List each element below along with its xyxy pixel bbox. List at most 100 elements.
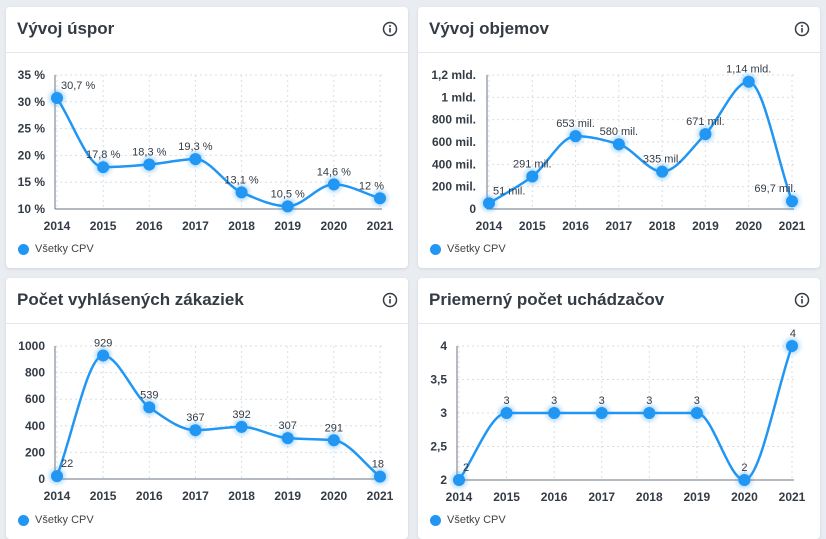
chart-title: Vývoj úspor: [17, 19, 115, 38]
info-circle-icon[interactable]: [794, 21, 810, 37]
x-tick-label: 2015: [519, 219, 546, 233]
data-label: 367: [186, 412, 204, 424]
x-tick-label: 2015: [90, 489, 117, 503]
data-label: 3: [694, 395, 700, 407]
x-tick-label: 2019: [274, 219, 301, 233]
data-label: 291: [325, 422, 343, 434]
y-tick-label: 4: [440, 339, 447, 353]
chart-legend[interactable]: Všetky CPV: [430, 243, 506, 255]
data-label: 539: [140, 389, 158, 401]
data-label: 13,1 %: [224, 174, 258, 186]
x-tick-label: 2014: [476, 219, 503, 233]
card-header: Vývoj úspor: [6, 7, 408, 53]
data-label: 12 %: [359, 180, 384, 192]
data-point: [738, 474, 751, 486]
data-label: 4: [790, 328, 796, 340]
data-label: 291 mil.: [513, 159, 552, 171]
line-chart: 1000 800 600 400 200 0 2014 2015 2016 2017 2018 201…: [18, 337, 394, 503]
info-circle-icon[interactable]: [382, 21, 398, 37]
info-circle-icon[interactable]: [794, 292, 810, 308]
x-tick-label: 2014: [44, 219, 71, 233]
legend-label: Všetky CPV: [35, 243, 94, 255]
chart-card-bidders: Priemerný počet uchádzačov 4 3,5 3 2,5 2 2014…: [418, 278, 820, 539]
x-tick-label: 2017: [182, 489, 209, 503]
x-tick-label: 2019: [274, 489, 301, 503]
data-label: 3: [599, 395, 605, 407]
data-point: [327, 434, 340, 447]
y-tick-label: 400 mil.: [432, 157, 476, 171]
chart-legend[interactable]: Všetky CPV: [18, 243, 94, 255]
x-tick-label: 2016: [136, 489, 163, 503]
x-tick-label: 2016: [562, 219, 589, 233]
y-tick-label: 35 %: [18, 68, 46, 82]
data-point: [97, 161, 110, 174]
data-label: 18: [372, 459, 384, 471]
data-label: 392: [232, 409, 250, 421]
y-tick-label: 1000: [18, 339, 45, 353]
data-point: [374, 192, 386, 205]
card-header: Vývoj objemov: [418, 7, 820, 53]
x-tick-label: 2014: [44, 489, 71, 503]
x-tick-label: 2016: [541, 490, 568, 504]
data-label: 929: [94, 337, 112, 349]
data-point: [742, 75, 755, 88]
data-label: 3: [646, 395, 652, 407]
data-point: [189, 424, 202, 437]
data-label: 335 mil.: [643, 154, 682, 166]
data-label: 2: [463, 462, 469, 474]
data-point: [643, 407, 656, 419]
data-label: 18,3 %: [132, 147, 166, 159]
data-point: [281, 200, 294, 213]
y-tick-label: 200: [25, 445, 45, 459]
x-tick-label: 2021: [367, 489, 394, 503]
data-label: 3: [504, 395, 510, 407]
y-tick-label: 800 mil.: [432, 113, 476, 127]
data-label: 1,14 mld.: [726, 64, 771, 76]
y-tick-label: 200 mil.: [432, 180, 476, 194]
data-point: [453, 474, 465, 486]
x-tick-label: 2018: [649, 219, 676, 233]
data-label: 69,7 mil.: [754, 183, 796, 195]
info-circle-icon[interactable]: [382, 292, 398, 308]
legend-marker: [430, 514, 441, 526]
data-label: 17,8 %: [86, 149, 120, 161]
data-point: [656, 165, 669, 178]
legend-label: Všetky CPV: [447, 514, 506, 526]
data-point: [595, 407, 608, 419]
data-point: [500, 407, 513, 419]
data-point: [97, 349, 110, 362]
chart-card-savings: Vývoj úspor 35 % 30 % 25 % 20 % 15 % 10 % 2014…: [6, 7, 408, 268]
data-point: [189, 153, 202, 166]
series-line: [55, 354, 381, 478]
x-tick-label: 2021: [367, 219, 394, 233]
data-label: 10,5 %: [271, 188, 305, 200]
x-tick-label: 2021: [779, 490, 806, 504]
data-point: [786, 340, 798, 352]
chart-legend[interactable]: Všetky CPV: [18, 514, 94, 526]
data-point: [569, 130, 582, 143]
x-tick-label: 2018: [228, 219, 255, 233]
data-point: [51, 92, 63, 105]
data-label: 3: [551, 395, 557, 407]
data-point: [699, 128, 712, 141]
data-point: [143, 158, 156, 171]
legend-label: Všetky CPV: [447, 243, 506, 255]
y-tick-label: 3: [440, 406, 447, 420]
x-tick-label: 2014: [446, 490, 473, 504]
line-chart: 35 % 30 % 25 % 20 % 15 % 10 % 2014 2015 2016 2017…: [18, 68, 394, 233]
chart-card-tenders: Počet vyhlásených zákaziek 1000 800 600 400…: [6, 278, 408, 539]
data-point: [690, 407, 703, 419]
chart-card-volumes: Vývoj objemov 1,2 mld. 1 mld. 800 mil. 600 …: [418, 7, 820, 268]
y-tick-label: 0: [38, 472, 45, 486]
y-tick-label: 0: [469, 202, 476, 216]
chart-legend[interactable]: Všetky CPV: [430, 514, 506, 526]
legend-marker: [18, 243, 29, 255]
data-label: 22: [61, 458, 73, 470]
y-tick-label: 800: [25, 366, 45, 380]
data-label: 51 mil.: [493, 185, 525, 197]
x-tick-label: 2020: [735, 219, 762, 233]
x-tick-label: 2020: [731, 490, 758, 504]
x-tick-label: 2019: [692, 219, 719, 233]
legend-label: Všetky CPV: [35, 514, 94, 526]
data-point: [548, 407, 561, 419]
